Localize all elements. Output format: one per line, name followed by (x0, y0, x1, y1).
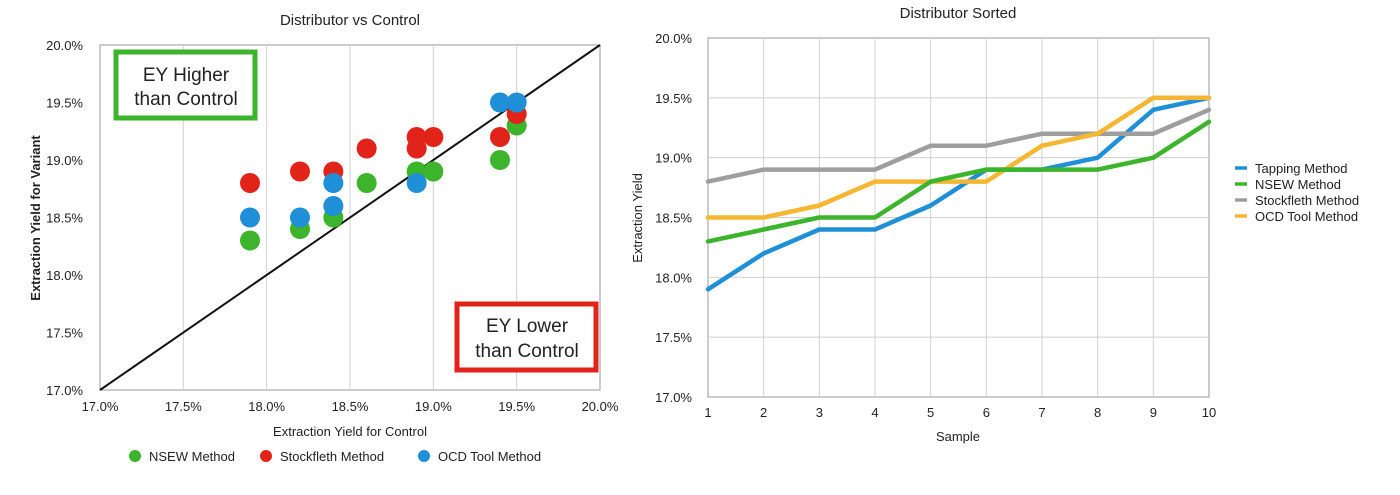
line-legend-item: OCD Tool Method (1235, 209, 1358, 224)
line-y-tick-label: 18.5% (655, 211, 692, 226)
scatter-point-ocd-tool-method (490, 92, 510, 113)
line-series-ocd-tool-method (705, 95, 1212, 220)
line-legend-label: NSEW Method (1255, 177, 1341, 192)
line-legend-label: Tapping Method (1255, 161, 1348, 176)
line-x-ticks: 1 2 3 4 5 6 7 8 9 10 (704, 405, 1216, 420)
scatter-point-nsew-method (490, 150, 510, 170)
scatter-point-stockfleth-method (240, 173, 260, 193)
line-x-tick-label: 5 (927, 405, 934, 420)
line-legend-label: Stockfleth Method (1255, 193, 1359, 208)
scatter-x-axis-label: Extraction Yield for Control (273, 424, 427, 439)
line-y-tick-label: 17.5% (655, 330, 692, 345)
scatter-legend-label: OCD Tool Method (438, 449, 541, 464)
annotation-higher-line1: EY Higher (143, 65, 230, 86)
scatter-y-tick-label: 18.5% (46, 211, 83, 226)
scatter-point-ocd-tool-method (240, 207, 260, 228)
scatter-x-tick-label: 18.0% (248, 399, 285, 414)
line-series-stockfleth-method (705, 107, 1212, 184)
line-series (705, 95, 1212, 292)
scatter-title: Distributor vs Control (280, 12, 420, 29)
line-x-tick-label: 2 (760, 405, 767, 420)
annotation-lower-box (454, 301, 599, 373)
scatter-point-ocd-tool-method (406, 173, 427, 193)
annotation-higher-line2: than Control (134, 89, 238, 110)
scatter-points (240, 92, 527, 251)
scatter-legend-item: NSEW Method (129, 449, 235, 464)
scatter-x-tick-label: 19.5% (498, 399, 535, 414)
scatter-legend-marker (129, 450, 141, 462)
scatter-y-tick-label: 19.0% (46, 153, 83, 168)
scatter-y-tick-label: 18.0% (46, 268, 83, 283)
line-legend-item: Tapping Method (1235, 161, 1348, 176)
scatter-legend-label: NSEW Method (149, 449, 235, 464)
scatter-y-ticks: 17.0% 17.5% 18.0% 18.5% 19.0% 19.5% 20.0% (46, 38, 83, 398)
scatter-legend-marker (260, 450, 272, 462)
line-chart: Distributor Sorted 17.0%17.5%18.0%18.5%1… (630, 5, 1359, 444)
scatter-point-ocd-tool-method (323, 196, 344, 216)
annotation-higher: EY Higher than Control (113, 49, 258, 121)
scatter-x-tick-label: 19.0% (415, 399, 452, 414)
scatter-y-tick-label: 19.5% (46, 96, 83, 111)
line-y-tick-label: 17.0% (655, 390, 692, 405)
line-y-tick-label: 19.0% (655, 151, 692, 166)
scatter-chart: Distributor vs Control 17.0% 17.5% 18.0% 18… (28, 12, 619, 464)
scatter-legend-label: Stockfleth Method (280, 449, 384, 464)
line-legend-item: NSEW Method (1235, 177, 1341, 192)
scatter-x-tick-label: 18.5% (332, 399, 369, 414)
annotation-lower-line1: EY Lower (486, 316, 569, 337)
scatter-x-tick-label: 17.0% (82, 399, 119, 414)
line-series-nsew-method (705, 119, 1212, 244)
scatter-point-ocd-tool-method (506, 92, 527, 113)
line-y-ticks: 17.0% 17.5% 18.0% 18.5% 19.0% 19.5% 20.0% (655, 31, 692, 405)
line-x-tick-label: 1 (704, 405, 711, 420)
scatter-point-nsew-method (423, 161, 444, 182)
line-legend-item: Stockfleth Method (1235, 193, 1359, 208)
scatter-point-stockfleth-method (423, 127, 444, 147)
line-x-tick-label: 10 (1202, 405, 1216, 420)
scatter-legend-item: OCD Tool Method (418, 449, 541, 464)
scatter-y-tick-label: 20.0% (46, 38, 83, 53)
scatter-x-ticks: 17.0% 17.5% 18.0% 18.5% 19.0% 19.5% 20.0% (82, 399, 619, 414)
scatter-legend-item: Stockfleth Method (260, 449, 384, 464)
scatter-y-tick-label: 17.5% (46, 326, 83, 341)
scatter-point-nsew-method (356, 173, 377, 193)
line-x-tick-label: 9 (1150, 405, 1157, 420)
scatter-y-axis-label: Extraction Yield for Variant (28, 135, 43, 301)
line-x-tick-label: 7 (1038, 405, 1045, 420)
scatter-point-stockfleth-method (406, 127, 427, 147)
line-y-tick-label: 19.5% (655, 91, 692, 106)
line-x-tick-label: 3 (816, 405, 823, 420)
line-y-axis-label: Extraction Yield (630, 173, 645, 263)
line-legend-label: OCD Tool Method (1255, 209, 1358, 224)
line-x-axis-label: Sample (936, 429, 980, 444)
annotation-lower: EY Lower than Control (454, 301, 599, 373)
annotation-lower-line2: than Control (475, 341, 579, 362)
annotation-higher-box (113, 49, 258, 121)
line-y-tick-label: 18.0% (655, 270, 692, 285)
scatter-point-stockfleth-method (356, 138, 377, 159)
scatter-point-ocd-tool-method (323, 173, 344, 193)
line-title: Distributor Sorted (900, 5, 1017, 22)
line-y-tick-label: 20.0% (655, 31, 692, 46)
scatter-point-nsew-method (240, 230, 260, 251)
scatter-y-tick-label: 17.0% (46, 383, 83, 398)
line-x-tick-label: 8 (1094, 405, 1101, 420)
line-x-tick-label: 6 (983, 405, 990, 420)
scatter-x-tick-label: 17.5% (165, 399, 202, 414)
scatter-point-stockfleth-method (490, 127, 510, 147)
scatter-point-ocd-tool-method (290, 207, 310, 228)
line-x-tick-label: 4 (871, 405, 878, 420)
scatter-x-tick-label: 20.0% (582, 399, 619, 414)
scatter-legend: NSEW Method Stockfleth Method OCD Tool Met… (129, 449, 541, 464)
scatter-legend-marker (418, 450, 430, 462)
scatter-point-stockfleth-method (290, 161, 310, 182)
